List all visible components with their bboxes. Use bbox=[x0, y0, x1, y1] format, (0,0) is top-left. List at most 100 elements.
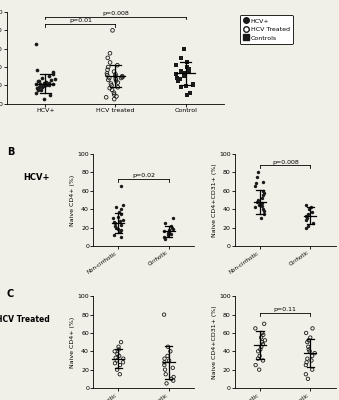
Point bbox=[253, 204, 258, 210]
Point bbox=[310, 325, 315, 332]
Point bbox=[176, 78, 181, 84]
Point bbox=[161, 234, 166, 240]
Point bbox=[112, 91, 117, 98]
Text: p=0.02: p=0.02 bbox=[132, 174, 155, 178]
Point bbox=[303, 217, 308, 223]
Point bbox=[115, 62, 120, 68]
Point bbox=[34, 41, 39, 47]
Point bbox=[116, 226, 121, 232]
Point bbox=[115, 84, 121, 90]
Point bbox=[40, 84, 45, 90]
Point bbox=[185, 64, 190, 70]
Point bbox=[307, 334, 313, 341]
Point bbox=[171, 378, 176, 384]
Point bbox=[179, 68, 184, 74]
Point bbox=[51, 68, 56, 75]
Text: p=0.11: p=0.11 bbox=[274, 307, 297, 312]
Point bbox=[310, 353, 315, 359]
Point bbox=[112, 360, 118, 366]
Point bbox=[35, 66, 40, 73]
Point bbox=[254, 199, 260, 205]
Point bbox=[110, 27, 115, 34]
Point bbox=[307, 348, 312, 354]
Point bbox=[255, 174, 260, 180]
Point bbox=[120, 73, 125, 79]
Point bbox=[161, 228, 166, 234]
Point bbox=[43, 82, 49, 88]
Point bbox=[105, 77, 111, 83]
Point bbox=[168, 222, 174, 229]
Point bbox=[111, 90, 117, 96]
Point bbox=[103, 94, 109, 100]
Point bbox=[255, 197, 261, 203]
Point bbox=[118, 75, 124, 81]
Point bbox=[303, 212, 308, 219]
Point bbox=[306, 346, 312, 353]
Point bbox=[303, 371, 308, 378]
Point bbox=[303, 362, 308, 368]
Point bbox=[306, 222, 311, 229]
Point bbox=[170, 215, 175, 222]
Y-axis label: Naive CD4+ (%): Naive CD4+ (%) bbox=[70, 174, 75, 226]
Point bbox=[109, 82, 114, 88]
Point bbox=[112, 219, 117, 225]
Point bbox=[260, 195, 265, 201]
Point bbox=[165, 230, 171, 236]
Point bbox=[304, 339, 310, 345]
Point bbox=[256, 201, 262, 208]
Point bbox=[116, 346, 121, 353]
Point bbox=[260, 341, 266, 347]
Point bbox=[261, 190, 266, 196]
Point bbox=[166, 229, 171, 235]
Point bbox=[50, 80, 56, 87]
Point bbox=[170, 365, 176, 371]
Point bbox=[50, 71, 56, 78]
Point bbox=[171, 226, 176, 232]
Point bbox=[112, 96, 117, 102]
Point bbox=[119, 210, 124, 217]
Point bbox=[177, 76, 183, 82]
Point bbox=[114, 204, 119, 210]
Point bbox=[118, 339, 124, 345]
Point bbox=[255, 356, 261, 362]
Point bbox=[111, 68, 117, 75]
Point bbox=[117, 209, 122, 215]
Point bbox=[255, 348, 261, 354]
Point bbox=[105, 55, 111, 61]
Point bbox=[309, 357, 314, 364]
Point bbox=[41, 80, 46, 86]
Point bbox=[116, 213, 121, 220]
Point bbox=[178, 55, 184, 61]
Point bbox=[117, 362, 123, 368]
Point bbox=[37, 81, 42, 88]
Point bbox=[162, 220, 167, 226]
Point bbox=[117, 371, 122, 378]
Text: p=0.01: p=0.01 bbox=[69, 18, 92, 24]
Point bbox=[36, 87, 41, 93]
Point bbox=[48, 77, 54, 83]
Y-axis label: Naive CD4+ (%): Naive CD4+ (%) bbox=[70, 316, 75, 368]
Point bbox=[254, 180, 259, 187]
Point bbox=[41, 82, 46, 88]
Point bbox=[114, 357, 120, 364]
Text: p=0.008: p=0.008 bbox=[102, 11, 129, 16]
Point bbox=[162, 356, 167, 362]
Point bbox=[165, 232, 171, 238]
Point bbox=[182, 70, 187, 77]
Point bbox=[161, 312, 167, 318]
Point bbox=[261, 332, 266, 338]
Point bbox=[115, 351, 120, 357]
Point bbox=[165, 353, 170, 359]
Point bbox=[120, 217, 126, 223]
Point bbox=[303, 201, 309, 208]
Point bbox=[117, 229, 122, 235]
Point bbox=[174, 75, 179, 81]
Point bbox=[253, 325, 258, 332]
Point bbox=[174, 71, 179, 78]
Point bbox=[170, 224, 175, 231]
Point bbox=[306, 337, 311, 344]
Text: HCV+: HCV+ bbox=[23, 172, 50, 182]
Point bbox=[255, 169, 260, 176]
Point bbox=[118, 234, 124, 240]
Point bbox=[260, 357, 266, 364]
